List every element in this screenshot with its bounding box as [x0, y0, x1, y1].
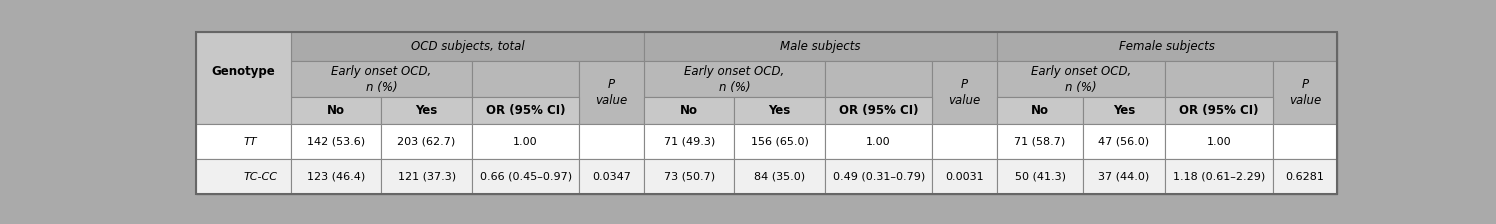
Bar: [643, 32, 996, 61]
Text: OR (95% CI): OR (95% CI): [1179, 104, 1258, 117]
Bar: [996, 125, 1083, 159]
Text: Yes: Yes: [416, 104, 438, 117]
Text: Female subjects: Female subjects: [1119, 40, 1215, 53]
Bar: [471, 61, 579, 97]
Text: P
value: P value: [948, 78, 981, 107]
Text: 156 (65.0): 156 (65.0): [751, 137, 808, 147]
Bar: [996, 97, 1083, 125]
Text: Genotype: Genotype: [212, 65, 275, 78]
Text: 0.66 (0.45–0.97): 0.66 (0.45–0.97): [480, 172, 571, 182]
Text: 47 (56.0): 47 (56.0): [1098, 137, 1149, 147]
Bar: [735, 125, 824, 159]
Text: TC-CC: TC-CC: [244, 172, 278, 182]
Text: OR (95% CI): OR (95% CI): [486, 104, 565, 117]
Text: No: No: [1031, 104, 1049, 117]
Bar: [932, 125, 996, 159]
Bar: [381, 97, 471, 125]
Bar: [579, 61, 643, 125]
Bar: [996, 159, 1083, 194]
Text: Yes: Yes: [769, 104, 791, 117]
Bar: [579, 125, 643, 159]
Text: 37 (44.0): 37 (44.0): [1098, 172, 1149, 182]
Bar: [643, 97, 735, 125]
Bar: [292, 125, 381, 159]
Bar: [471, 125, 579, 159]
Bar: [1165, 125, 1273, 159]
Bar: [824, 125, 932, 159]
Text: 121 (37.3): 121 (37.3): [398, 172, 456, 182]
Bar: [932, 61, 996, 125]
Text: Yes: Yes: [1113, 104, 1135, 117]
Text: Male subjects: Male subjects: [781, 40, 860, 53]
Text: 73 (50.7): 73 (50.7): [664, 172, 715, 182]
Bar: [292, 61, 471, 97]
Text: 71 (58.7): 71 (58.7): [1014, 137, 1065, 147]
Text: 1.18 (0.61–2.29): 1.18 (0.61–2.29): [1173, 172, 1264, 182]
Bar: [471, 97, 579, 125]
Text: P
value: P value: [1288, 78, 1321, 107]
Bar: [1273, 125, 1337, 159]
Text: 1.00: 1.00: [866, 137, 892, 147]
Bar: [735, 97, 824, 125]
Bar: [381, 125, 471, 159]
Text: 0.0031: 0.0031: [945, 172, 984, 182]
Text: OCD subjects, total: OCD subjects, total: [411, 40, 524, 53]
Bar: [932, 159, 996, 194]
Text: 203 (62.7): 203 (62.7): [398, 137, 456, 147]
Bar: [1273, 159, 1337, 194]
Text: 123 (46.4): 123 (46.4): [307, 172, 365, 182]
Bar: [643, 125, 735, 159]
Bar: [824, 159, 932, 194]
Text: 1.00: 1.00: [513, 137, 539, 147]
Text: Early onset OCD,
n (%): Early onset OCD, n (%): [331, 65, 431, 94]
Text: 142 (53.6): 142 (53.6): [307, 137, 365, 147]
Bar: [735, 159, 824, 194]
Bar: [996, 61, 1165, 97]
Text: P
value: P value: [595, 78, 628, 107]
Bar: [1273, 61, 1337, 125]
Text: 71 (49.3): 71 (49.3): [664, 137, 715, 147]
Bar: [292, 32, 643, 61]
Text: 0.0347: 0.0347: [592, 172, 631, 182]
Text: OR (95% CI): OR (95% CI): [839, 104, 919, 117]
Bar: [643, 159, 735, 194]
Bar: [1083, 125, 1165, 159]
Bar: [196, 32, 292, 125]
Bar: [824, 97, 932, 125]
Bar: [292, 97, 381, 125]
Text: No: No: [328, 104, 346, 117]
Bar: [996, 32, 1337, 61]
Bar: [292, 159, 381, 194]
Bar: [471, 159, 579, 194]
Text: Early onset OCD,
n (%): Early onset OCD, n (%): [1031, 65, 1131, 94]
Bar: [1165, 97, 1273, 125]
Bar: [196, 125, 292, 159]
Bar: [579, 159, 643, 194]
Text: 50 (41.3): 50 (41.3): [1014, 172, 1065, 182]
Bar: [1083, 97, 1165, 125]
Bar: [196, 159, 292, 194]
Bar: [1165, 159, 1273, 194]
Bar: [643, 61, 824, 97]
Text: TT: TT: [244, 137, 257, 147]
Bar: [1165, 61, 1273, 97]
Text: 0.6281: 0.6281: [1285, 172, 1324, 182]
Text: 84 (35.0): 84 (35.0): [754, 172, 805, 182]
Text: Early onset OCD,
n (%): Early onset OCD, n (%): [684, 65, 784, 94]
Text: 1.00: 1.00: [1206, 137, 1231, 147]
Text: 0.49 (0.31–0.79): 0.49 (0.31–0.79): [832, 172, 925, 182]
Bar: [1083, 159, 1165, 194]
Bar: [381, 159, 471, 194]
Text: No: No: [681, 104, 699, 117]
Bar: [824, 61, 932, 97]
